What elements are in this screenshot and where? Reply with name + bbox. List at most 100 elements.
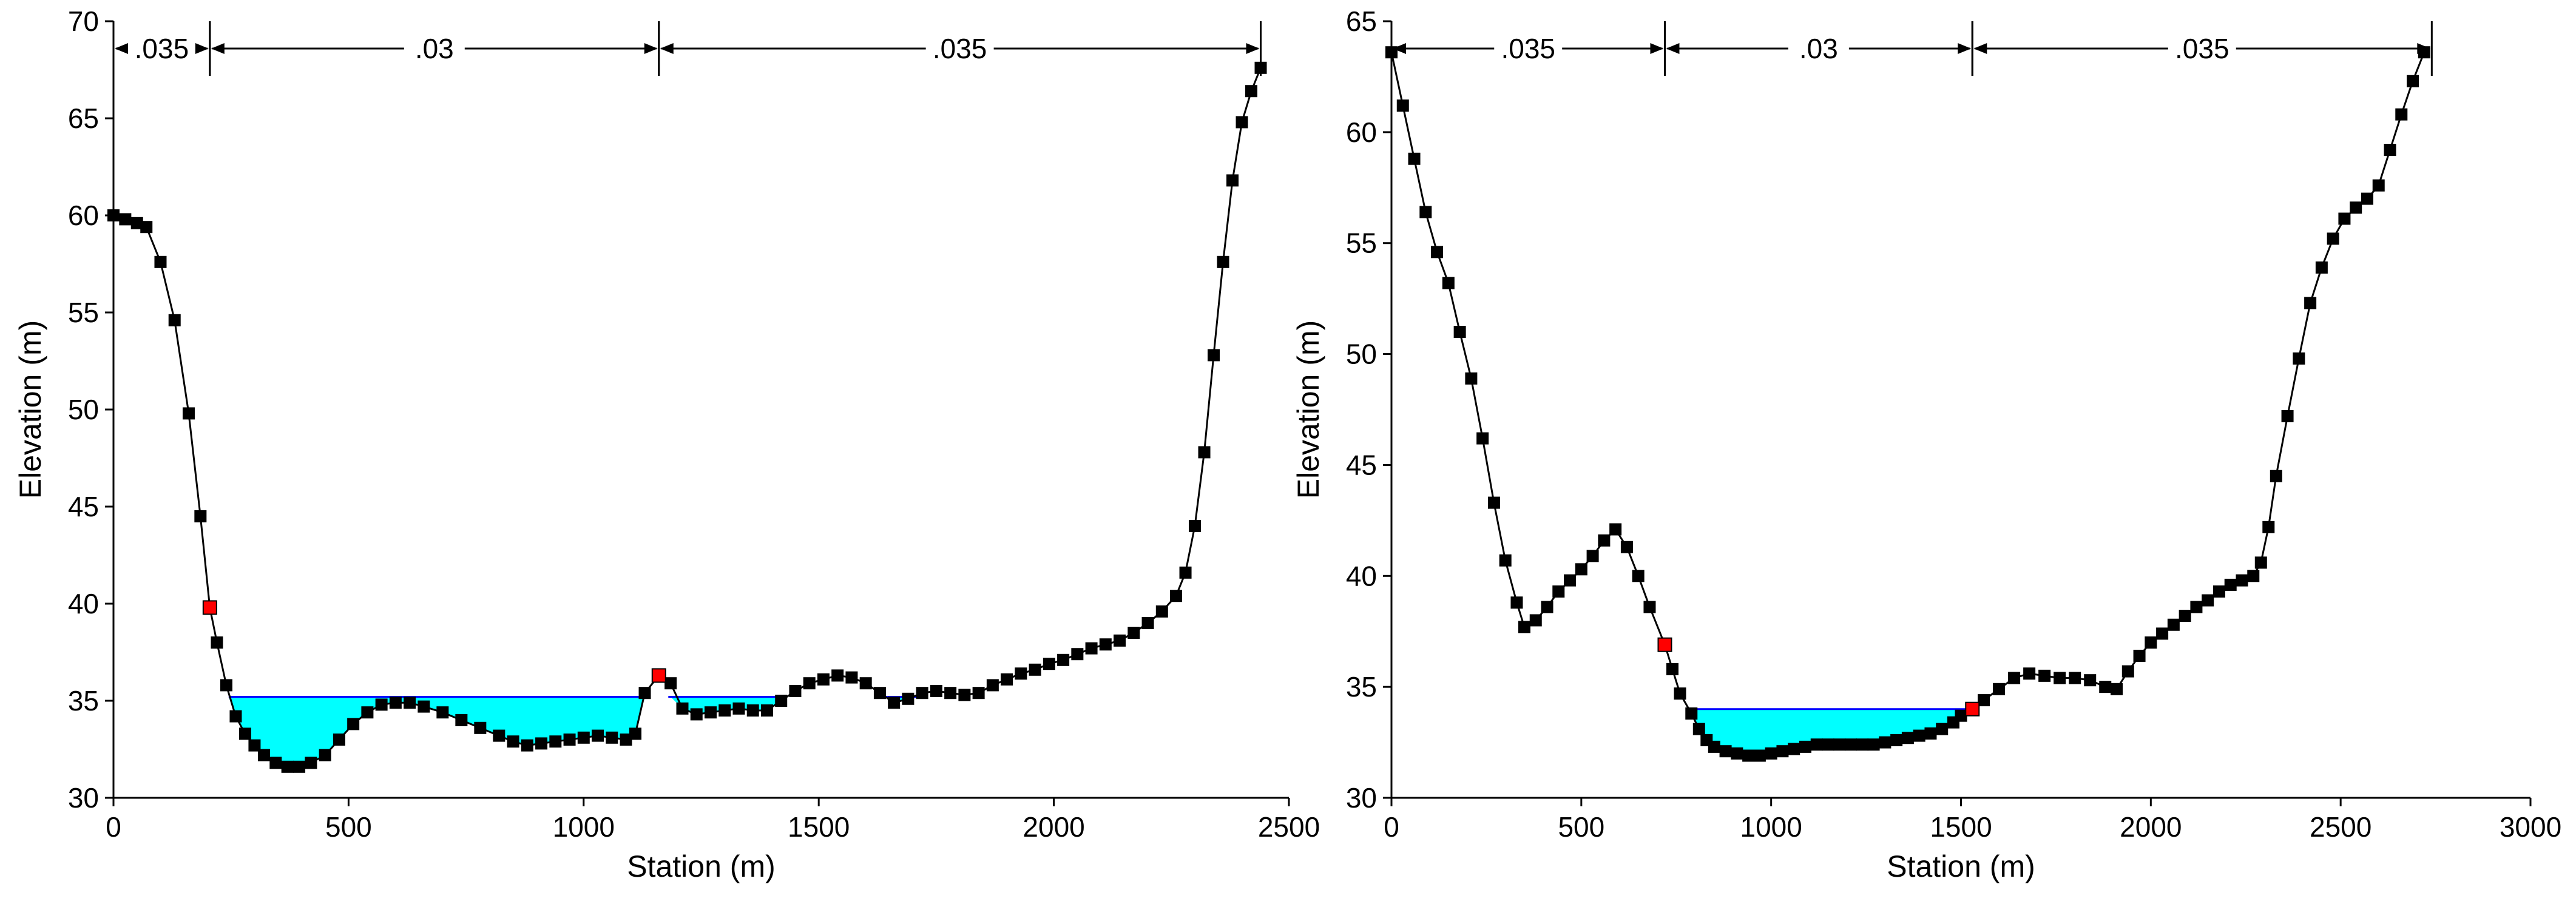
y-tick-label: 35 xyxy=(1346,671,1377,703)
ground-point xyxy=(1753,749,1766,762)
y-tick-label: 70 xyxy=(68,5,99,37)
ground-point xyxy=(2099,681,2112,693)
ground-point xyxy=(2372,179,2385,192)
ground-point xyxy=(2008,672,2021,684)
ground-point xyxy=(873,687,886,700)
ground-point xyxy=(1955,709,1967,722)
bank-station-point xyxy=(1657,637,1672,652)
y-tick-label: 30 xyxy=(1346,782,1377,814)
ground-point xyxy=(1913,729,1925,742)
x-tick-label: 2500 xyxy=(2310,811,2371,843)
x-tick-label: 2500 xyxy=(1258,811,1320,843)
ground-point xyxy=(831,669,844,682)
y-tick-label: 40 xyxy=(1346,560,1377,592)
ground-point xyxy=(958,689,971,701)
manning-arrowhead xyxy=(1393,43,1406,54)
x-tick-label: 3000 xyxy=(2500,811,2561,843)
ground-point xyxy=(2190,601,2203,613)
y-tick-label: 55 xyxy=(1346,228,1377,259)
ground-point xyxy=(1431,246,1444,258)
x-axis-title: Station (m) xyxy=(627,849,776,883)
ground-point xyxy=(1674,687,1686,700)
ground-point xyxy=(2327,232,2339,245)
manning-arrowhead xyxy=(1650,43,1664,54)
ground-point xyxy=(238,727,251,740)
ground-point xyxy=(229,710,242,723)
water-area xyxy=(1691,709,1973,756)
ground-point xyxy=(130,217,143,229)
ground-point xyxy=(789,685,802,697)
ground-point xyxy=(2202,594,2214,607)
ground-point xyxy=(1643,601,1656,613)
x-tick-label: 1000 xyxy=(1740,811,1802,843)
y-tick-label: 30 xyxy=(68,782,99,814)
ground-point xyxy=(732,702,745,715)
ground-point xyxy=(418,700,430,713)
ground-point xyxy=(1541,601,1553,613)
ground-point xyxy=(930,685,942,697)
ground-point xyxy=(375,698,388,711)
ground-point xyxy=(1924,727,1937,740)
ground-point xyxy=(2350,201,2362,214)
manning-n-label: .035 xyxy=(1501,33,1555,64)
ground-point xyxy=(154,255,167,268)
water-area xyxy=(228,697,643,767)
ground-point xyxy=(1822,738,1834,751)
y-tick-label: 35 xyxy=(68,685,99,717)
ground-point xyxy=(563,734,576,746)
ground-point xyxy=(972,687,985,700)
ground-point xyxy=(248,739,261,752)
ground-point xyxy=(1510,596,1523,609)
manning-arrowhead xyxy=(660,43,674,54)
ground-point xyxy=(2304,297,2317,309)
ground-point xyxy=(281,760,294,773)
ground-point xyxy=(2361,192,2373,205)
ground-point xyxy=(676,702,689,715)
ground-point xyxy=(2213,585,2225,598)
ground-point xyxy=(1499,554,1512,567)
ground-point xyxy=(2254,556,2267,569)
ground-point xyxy=(2315,261,2328,274)
y-axis-title: Elevation (m) xyxy=(13,320,47,499)
ground-point xyxy=(2262,521,2275,533)
manning-arrowhead xyxy=(2417,43,2431,54)
ground-point xyxy=(1552,585,1565,598)
ground-point xyxy=(704,706,717,719)
ground-point xyxy=(1856,738,1868,751)
ground-point xyxy=(474,721,487,734)
y-axis-title: Elevation (m) xyxy=(1291,320,1325,499)
ground-point xyxy=(182,407,195,420)
ground-point xyxy=(775,695,788,707)
ground-point xyxy=(1867,738,1880,751)
ground-point xyxy=(1170,590,1183,602)
x-tick-label: 0 xyxy=(1384,811,1399,843)
ground-point xyxy=(592,729,604,742)
ground-profile-line xyxy=(1390,52,2426,757)
ground-point xyxy=(1127,627,1140,639)
ground-point xyxy=(1442,277,1455,289)
ground-point xyxy=(1226,174,1239,187)
ground-point xyxy=(1564,574,1577,587)
ground-point xyxy=(1708,740,1720,753)
ground-point xyxy=(140,221,153,234)
ground-point xyxy=(305,757,317,769)
ground-point xyxy=(1719,745,1732,758)
bank-station-point xyxy=(1965,701,1980,717)
ground-point xyxy=(916,687,928,700)
ground-point xyxy=(1408,152,1421,165)
ground-point xyxy=(888,697,901,709)
ground-point xyxy=(2236,574,2248,587)
y-tick-label: 65 xyxy=(68,103,99,134)
ground-point xyxy=(1788,743,1800,755)
y-tick-label: 65 xyxy=(1346,5,1377,37)
ground-point xyxy=(1901,732,1914,744)
manning-arrowhead xyxy=(1246,43,1260,54)
x-axis-title: Station (m) xyxy=(1887,849,2035,883)
ground-point xyxy=(1217,255,1229,268)
ground-point xyxy=(1099,638,1112,651)
ground-point xyxy=(1114,634,1126,647)
ground-point xyxy=(2121,665,2134,678)
ground-point xyxy=(803,677,816,690)
y-tick-label: 45 xyxy=(1346,449,1377,481)
